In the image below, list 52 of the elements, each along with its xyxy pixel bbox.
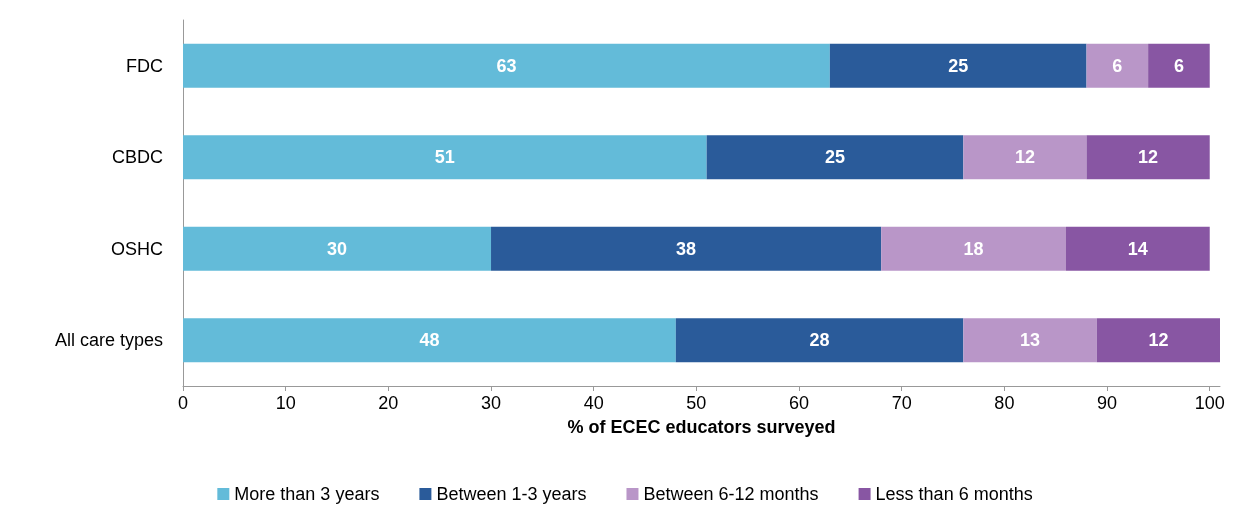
x-tick-label: 0 [177,393,189,413]
bar [183,135,707,180]
data-label: 12 [1014,147,1035,168]
data-label: 12 [1138,147,1159,168]
y-tick-label: All care types [54,330,163,351]
x-tick-label: 80 [994,393,1015,413]
data-label: 14 [1127,238,1148,259]
data-label: 38 [676,238,697,259]
legend-label: More than 3 years [234,484,380,504]
data-label: 28 [809,330,830,351]
data-label: 48 [419,330,440,351]
x-tick-label: 70 [891,393,912,413]
bar [183,43,830,88]
x-tick-label: 90 [1097,393,1118,413]
bar [963,135,1087,180]
y-tick-label: OSHC [110,238,163,259]
x-tick-label: 60 [789,393,810,413]
legend-label: Between 6-12 months [643,484,819,504]
bar [706,135,964,180]
x-axis-title: % of ECEC educators surveyed [567,417,836,437]
bar [183,226,492,271]
legend-label: Between 1-3 years [436,484,587,504]
data-label: 25 [948,55,969,76]
legend-label: Less than 6 months [875,484,1033,504]
bar [1096,318,1220,363]
data-label: 12 [1148,330,1169,351]
data-label: 25 [824,147,845,168]
bar [963,318,1097,363]
x-tick-label: 30 [481,393,502,413]
data-label: 6 [1173,55,1184,76]
x-tick-label: 10 [275,393,296,413]
y-tick-label: FDC [126,55,163,76]
bar [1148,43,1210,88]
bar [675,318,964,363]
bar [491,226,882,271]
bar [1065,226,1210,271]
bar [829,43,1087,88]
x-tick-label: 50 [686,393,707,413]
x-tick-label: 100 [1194,393,1225,413]
y-tick-label: CBDC [111,147,163,168]
bar [183,318,676,363]
data-label: 51 [434,147,455,168]
data-label: 30 [326,238,348,259]
bar [1086,135,1210,180]
x-tick-label: 40 [583,393,604,413]
data-label: 18 [963,238,984,259]
data-label: 6 [1112,55,1123,76]
x-tick-label: 20 [378,393,399,413]
data-label: 63 [496,55,517,76]
bar [1086,43,1149,88]
data-label: 13 [1020,330,1041,351]
bar [881,226,1066,271]
